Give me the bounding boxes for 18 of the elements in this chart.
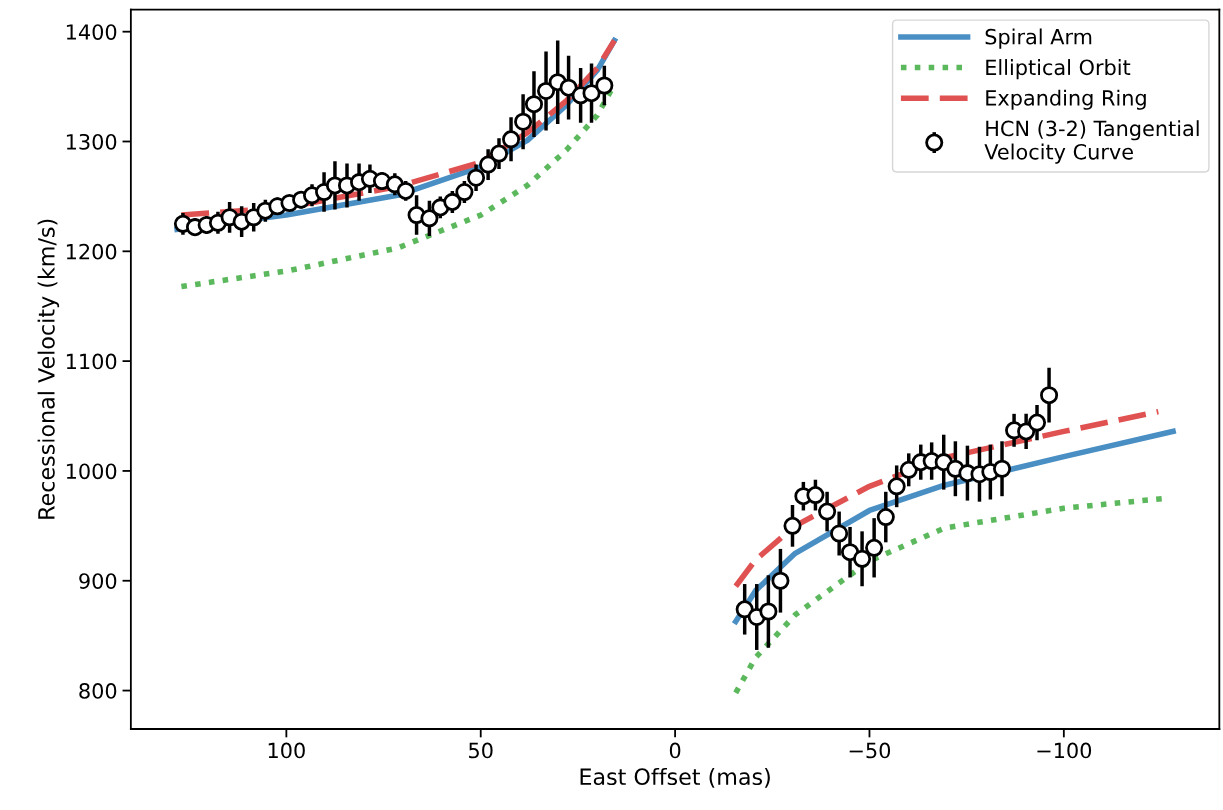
x-tick-label: 100 <box>268 742 305 759</box>
y-tick-label: 800 <box>79 683 117 699</box>
x-tick-label: 0 <box>669 742 681 759</box>
x-tick-label: −100 <box>1037 742 1092 759</box>
x-tick-label: −50 <box>849 742 891 759</box>
y-tick-label: 900 <box>79 573 117 589</box>
legend-label: Elliptical Orbit <box>986 59 1131 80</box>
y-tick-label: 1300 <box>66 133 117 150</box>
y-tick-label: 1100 <box>66 353 117 370</box>
y-tick-label: 1200 <box>66 243 117 260</box>
legend-label: Spiral Arm <box>985 28 1092 49</box>
y-tick-label: 1000 <box>66 463 117 480</box>
y-tick-label: 1400 <box>66 24 117 40</box>
x-tick-label: 50 <box>469 742 493 759</box>
y-axis-title: Recessional Velocity (km/s) <box>37 219 60 519</box>
legend-label: Expanding Ring <box>986 89 1146 110</box>
x-axis-title: East Offset (mas) <box>580 767 770 788</box>
legend-label: HCN (3-2) Tangential Velocity Curve <box>984 120 1199 164</box>
